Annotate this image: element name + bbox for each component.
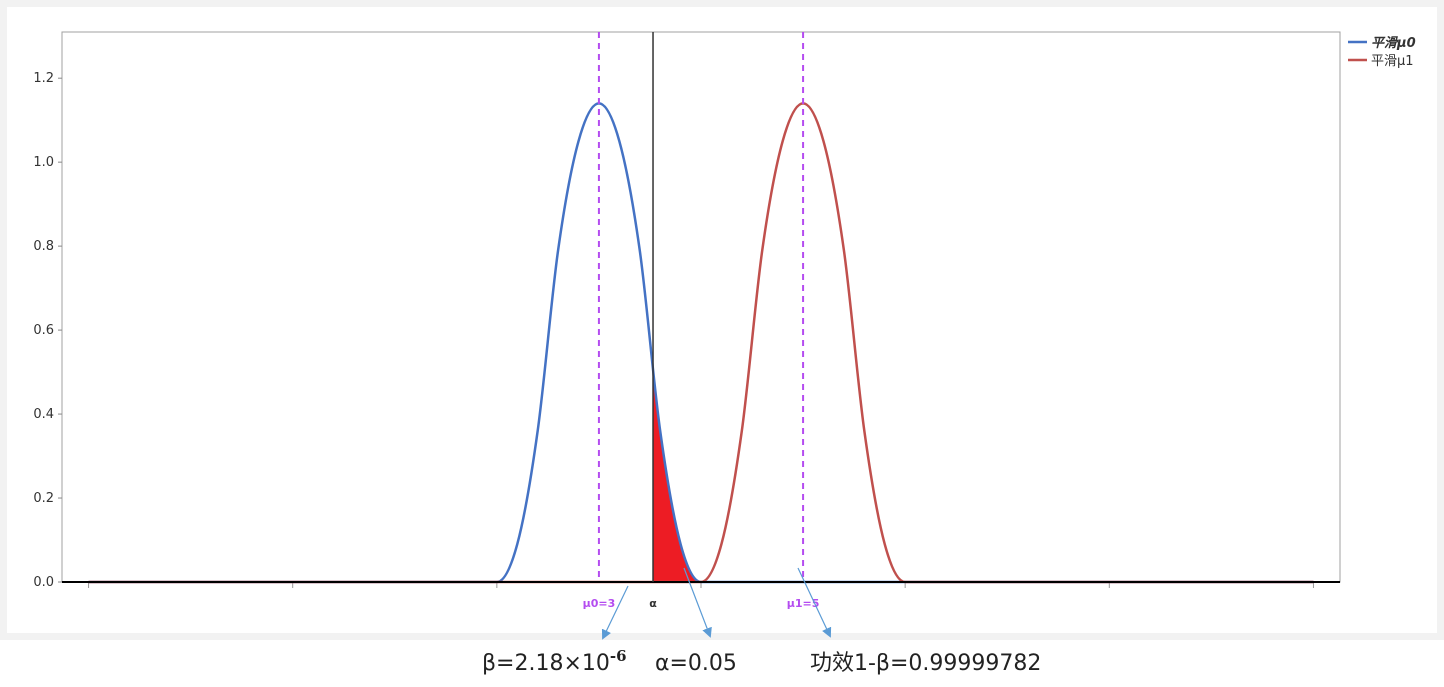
- legend-label: 平滑μ0: [1371, 35, 1416, 51]
- annotation: α=0.05: [655, 651, 737, 676]
- y-tick-label: 0.6: [33, 323, 54, 338]
- shaded-area: [653, 369, 701, 582]
- annotation-text: β=2.18×10: [482, 651, 610, 676]
- y-tick-label: 0.0: [33, 575, 54, 590]
- y-tick-label: 1.0: [33, 155, 54, 170]
- arrow: [797, 567, 832, 638]
- arrow: [683, 567, 712, 638]
- panel: [7, 7, 1437, 633]
- reference-label: μ1=5: [787, 597, 820, 610]
- reference-label: α: [649, 597, 657, 610]
- y-tick-label: 0.4: [33, 407, 54, 422]
- reference-label: μ0=3: [583, 597, 616, 610]
- annotation-superscript: -6: [610, 647, 627, 665]
- y-tick-label: 0.2: [33, 491, 54, 506]
- y-tick-label: 1.2: [33, 71, 54, 86]
- legend-label: 平滑μ1: [1371, 54, 1414, 69]
- annotation: 功效1-β=0.99999782: [810, 651, 1041, 676]
- arrow: [601, 585, 629, 640]
- y-tick-label: 0.8: [33, 239, 54, 254]
- annotation: β=2.18×10-6: [482, 647, 627, 676]
